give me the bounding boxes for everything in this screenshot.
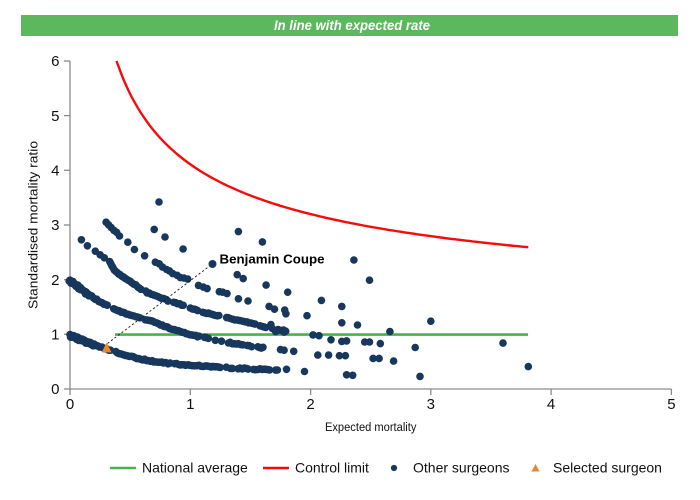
svg-text:3: 3 bbox=[51, 217, 59, 234]
svg-text:Standardised mortality ratio: Standardised mortality ratio bbox=[26, 141, 41, 309]
svg-text:Benjamin Coupe: Benjamin Coupe bbox=[220, 252, 325, 267]
svg-text:4: 4 bbox=[547, 396, 555, 413]
svg-text:1: 1 bbox=[51, 327, 59, 344]
svg-text:6: 6 bbox=[51, 53, 59, 70]
svg-text:2: 2 bbox=[306, 396, 314, 413]
svg-text:2: 2 bbox=[51, 272, 59, 289]
svg-text:0: 0 bbox=[51, 381, 59, 398]
svg-text:Expected mortality: Expected mortality bbox=[325, 422, 417, 434]
svg-text:In line with expected rate: In line with expected rate bbox=[274, 17, 430, 33]
svg-text:4: 4 bbox=[51, 163, 59, 180]
svg-text:5: 5 bbox=[51, 108, 59, 125]
svg-text:5: 5 bbox=[667, 396, 675, 413]
svg-text:Selected surgeon: Selected surgeon bbox=[553, 460, 662, 476]
svg-text:0: 0 bbox=[66, 396, 74, 413]
svg-text:National average: National average bbox=[142, 460, 248, 476]
svg-text:Other surgeons: Other surgeons bbox=[413, 460, 510, 476]
svg-text:1: 1 bbox=[186, 396, 194, 413]
svg-text:Control limit: Control limit bbox=[295, 460, 369, 476]
svg-text:3: 3 bbox=[427, 396, 435, 413]
